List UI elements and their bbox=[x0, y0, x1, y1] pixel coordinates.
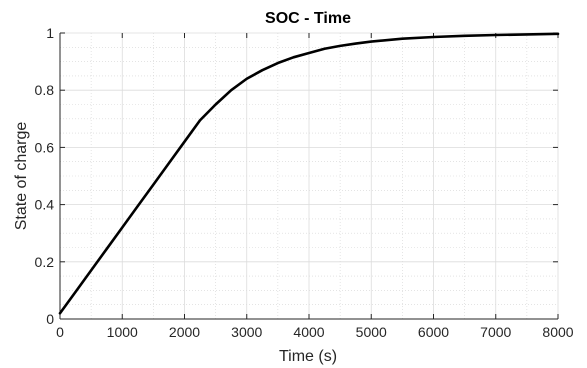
x-tick-label: 4000 bbox=[293, 324, 324, 340]
y-tick-label: 0.2 bbox=[35, 254, 55, 270]
y-axis-label: State of charge bbox=[13, 122, 30, 231]
y-tick-label: 0.8 bbox=[35, 82, 55, 98]
x-tick-label: 3000 bbox=[231, 324, 262, 340]
series-layer bbox=[58, 32, 560, 315]
y-tick-label: 1 bbox=[46, 25, 54, 41]
series-line bbox=[58, 32, 560, 315]
x-tick-label: 6000 bbox=[418, 324, 449, 340]
x-tick-label: 2000 bbox=[169, 324, 200, 340]
y-tick-label: 0 bbox=[46, 311, 54, 327]
x-axis-label: Time (s) bbox=[279, 348, 337, 365]
x-tick-label: 0 bbox=[56, 324, 64, 340]
chart-title: SOC - Time bbox=[265, 10, 351, 27]
axis-ticks bbox=[59, 32, 559, 320]
x-tick-label: 1000 bbox=[107, 324, 138, 340]
tick-labels: 0 1000 2000 3000 4000 5000 6000 7000 8000 0 0.2 0.4… bbox=[35, 25, 574, 340]
y-tick-label: 0.6 bbox=[35, 139, 55, 155]
x-tick-label: 7000 bbox=[480, 324, 511, 340]
x-tick-label: 8000 bbox=[542, 324, 573, 340]
y-tick-label: 0.4 bbox=[35, 197, 55, 213]
x-tick-label: 5000 bbox=[356, 324, 387, 340]
